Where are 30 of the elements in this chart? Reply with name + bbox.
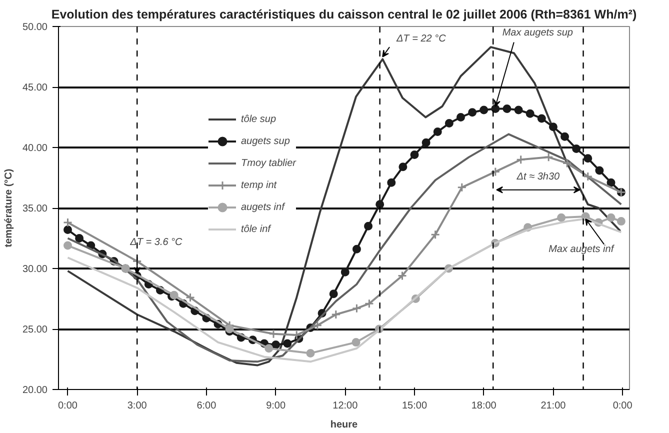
- x-tick-label: 0:00: [612, 400, 633, 412]
- legend-label: Tmoy tablier: [241, 158, 296, 168]
- x-axis-title: heure: [330, 420, 358, 430]
- x-tick-label: 18:00: [471, 400, 497, 412]
- x-tick-label: 9:00: [266, 400, 286, 412]
- legend-label: temp int: [241, 180, 277, 190]
- y-tick-label: 25.00: [22, 324, 48, 336]
- x-tick-label: 21:00: [540, 400, 566, 412]
- legend-label: tôle inf: [241, 224, 270, 234]
- annotation: Max augets sup: [502, 28, 574, 39]
- y-tick-label: 45.00: [22, 82, 48, 94]
- legend-label: augets sup: [241, 136, 290, 146]
- annotation: Max augets inf: [548, 244, 615, 256]
- legend-label: tôle sup: [241, 114, 276, 124]
- x-tick-label: 12:00: [332, 400, 358, 412]
- x-tick-label: 15:00: [402, 400, 428, 412]
- y-tick-label: 35.00: [22, 204, 48, 214]
- legend-label: augets inf: [241, 202, 284, 212]
- x-tick-label: 3:00: [127, 400, 148, 412]
- x-tick-label: 0:00: [58, 400, 78, 412]
- y-tick-label: 50.00: [22, 22, 48, 33]
- y-tick-label: 20.00: [22, 385, 48, 396]
- annotation: ΔT = 22 °C: [395, 34, 447, 45]
- annotation: Δt ≈ 3h30: [516, 172, 560, 183]
- chart-title: Evolution des températures caractéristiques du caisson central le 02 juillet 2006 (Rth=8361 Wh/m²): [51, 8, 637, 22]
- y-axis-title: température (°C): [3, 168, 14, 248]
- annotation: ΔT = 3.6 °C: [129, 236, 184, 248]
- x-tick-label: 6:00: [196, 400, 217, 412]
- y-tick-label: 40.00: [22, 143, 48, 154]
- y-tick-label: 30.00: [22, 264, 48, 275]
